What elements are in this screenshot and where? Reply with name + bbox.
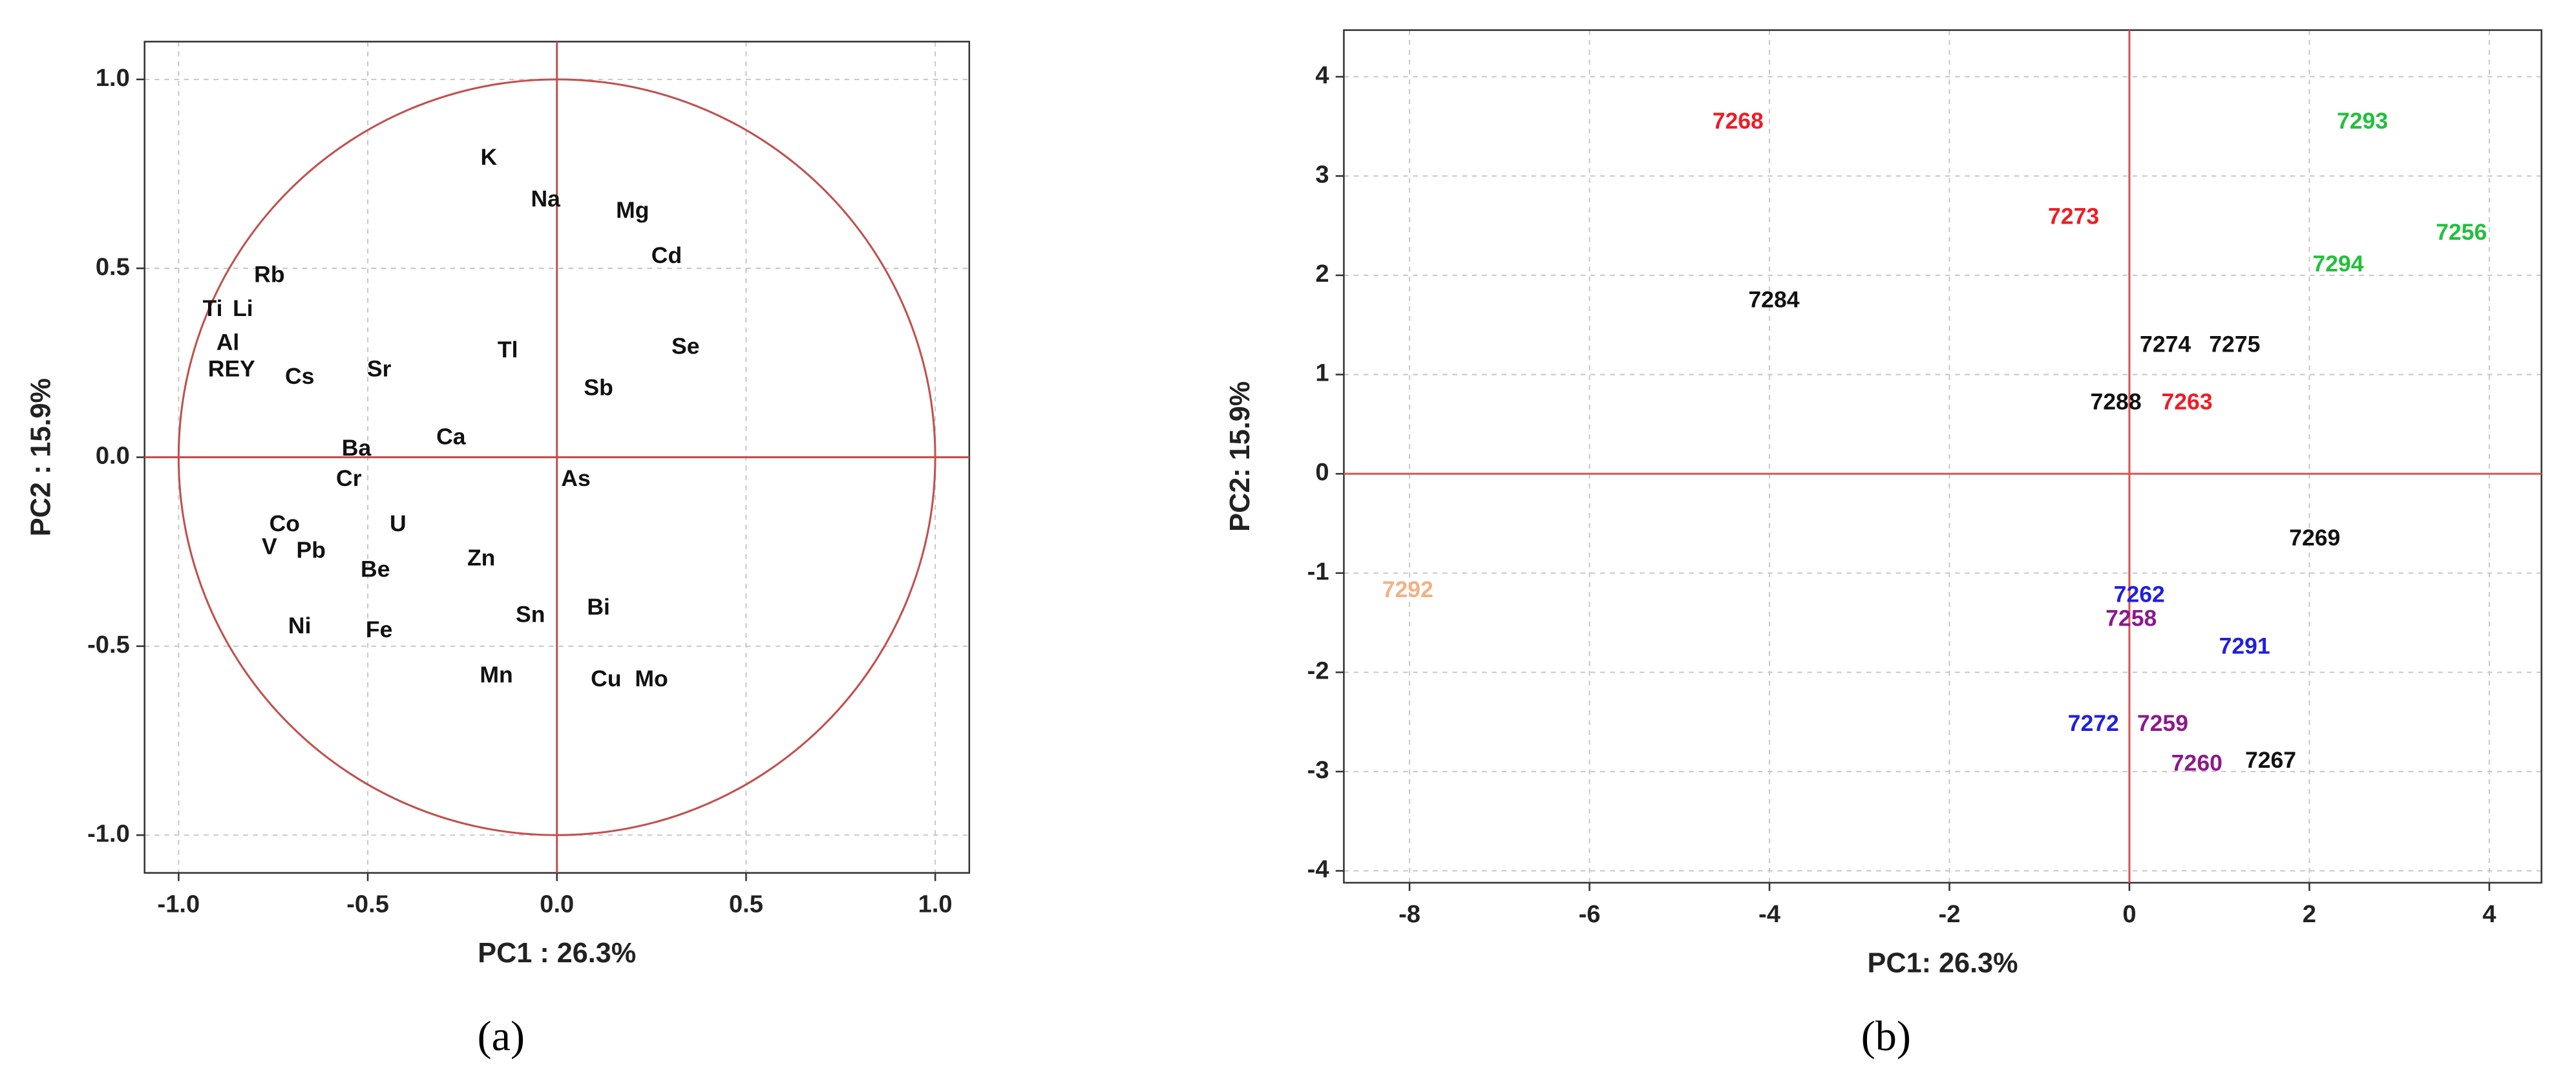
point-label: Ba — [342, 435, 372, 461]
y-tick-label: 0 — [1315, 458, 1329, 486]
point-label: 7267 — [2245, 747, 2296, 773]
point-label: Cd — [651, 242, 682, 268]
x-tick-label: 0 — [2122, 900, 2136, 928]
point-label: Se — [671, 333, 700, 359]
point-label: Ni — [288, 613, 311, 638]
x-tick-label: 0.0 — [540, 891, 574, 918]
point-label: Al — [216, 330, 240, 355]
y-tick-label: -0.5 — [87, 631, 130, 659]
point-label: Tl — [498, 337, 518, 363]
x-tick-label: -6 — [1579, 900, 1601, 928]
point-label: 7256 — [2436, 219, 2487, 245]
x-tick-label: 2 — [2303, 900, 2316, 928]
point-label: Pb — [297, 537, 326, 563]
point-label: Bi — [587, 594, 610, 620]
point-label: Mg — [616, 197, 649, 223]
point-label: 7284 — [1748, 286, 1799, 312]
point-label: Be — [361, 556, 390, 582]
panel-label: (a) — [478, 1013, 525, 1060]
point-label: Sn — [516, 602, 545, 628]
y-tick-label: -4 — [1307, 856, 1329, 883]
y-tick-label: 1 — [1315, 359, 1329, 387]
point-label: As — [561, 465, 590, 491]
y-tick-label: 0.5 — [96, 253, 130, 280]
point-label: 7294 — [2312, 251, 2363, 277]
x-axis-title: PC1: 26.3% — [1868, 947, 2018, 978]
point-label: U — [390, 511, 406, 536]
point-label: Cs — [285, 363, 314, 389]
x-tick-label: 0.5 — [729, 891, 763, 918]
point-label: Sr — [367, 355, 392, 381]
x-tick-label: 4 — [2482, 900, 2496, 928]
x-tick-label: -2 — [1939, 900, 1961, 928]
point-label: 7258 — [2106, 605, 2157, 631]
panel-label: (b) — [1861, 1013, 1911, 1060]
y-axis-title: PC2 : 15.9% — [26, 378, 57, 536]
point-label: 7263 — [2161, 389, 2212, 415]
point-label: Co — [269, 511, 300, 536]
x-tick-label: 1.0 — [918, 891, 953, 918]
point-label: 7273 — [2048, 203, 2099, 229]
x-axis-title: PC1 : 26.3% — [478, 938, 636, 969]
y-axis-title: PC2: 15.9% — [1225, 381, 1256, 532]
point-label: Li — [233, 295, 253, 321]
y-tick-label: -1 — [1307, 558, 1329, 586]
point-label: 7268 — [1713, 108, 1764, 134]
y-tick-label: 4 — [1315, 61, 1329, 89]
point-label: 7275 — [2209, 331, 2260, 357]
y-tick-label: 0.0 — [96, 442, 130, 470]
point-label: Mn — [480, 662, 512, 688]
point-label: Rb — [254, 261, 284, 287]
point-label: 7260 — [2171, 750, 2222, 776]
point-label: 7272 — [2068, 710, 2119, 736]
y-tick-label: -1.0 — [87, 819, 130, 847]
point-label: 7288 — [2090, 389, 2141, 415]
unit-circle — [177, 78, 936, 836]
x-tick-label: -8 — [1399, 900, 1420, 928]
point-label: REY — [208, 355, 255, 381]
point-label: V — [262, 533, 277, 559]
y-tick-label: 2 — [1315, 260, 1329, 288]
point-label: K — [481, 144, 498, 170]
point-label: Ca — [436, 424, 467, 450]
y-tick-label: 3 — [1315, 160, 1329, 188]
point-label: Na — [531, 185, 561, 211]
x-tick-label: -4 — [1758, 900, 1780, 928]
point-label: Zn — [467, 545, 495, 571]
y-tick-label: -2 — [1307, 657, 1329, 684]
point-label: 7292 — [1382, 576, 1433, 602]
point-label: Fe — [366, 617, 393, 642]
point-label: 7291 — [2219, 633, 2270, 659]
point-label: Cr — [336, 465, 362, 491]
plot-frame — [1343, 29, 2542, 884]
y-tick-label: 1.0 — [96, 64, 130, 92]
point-label: Sb — [584, 375, 613, 401]
point-label: 7262 — [2114, 581, 2165, 607]
x-tick-label: -0.5 — [346, 891, 389, 918]
point-label: 7274 — [2140, 331, 2191, 357]
point-label: 7259 — [2137, 710, 2188, 736]
point-label: 7269 — [2289, 525, 2340, 551]
x-tick-label: -1.0 — [158, 891, 200, 918]
point-label: 7293 — [2337, 108, 2388, 134]
point-label: Cu — [591, 666, 621, 691]
point-label: Ti — [203, 295, 223, 321]
y-tick-label: -3 — [1307, 756, 1329, 784]
point-label: Mo — [635, 666, 668, 691]
